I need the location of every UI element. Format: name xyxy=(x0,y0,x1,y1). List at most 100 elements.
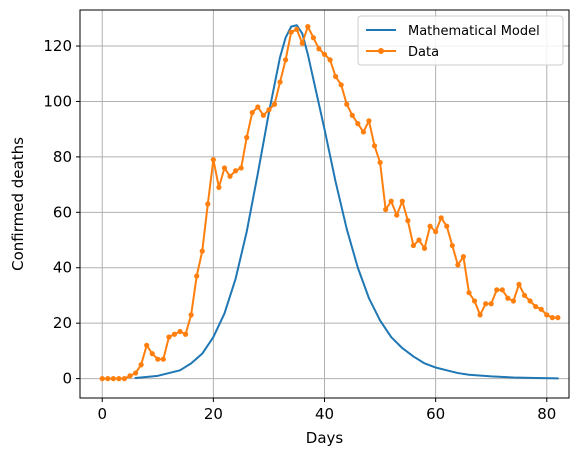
data-point xyxy=(521,292,528,299)
data-point xyxy=(449,242,455,249)
data-point xyxy=(438,215,444,221)
data-point xyxy=(249,109,255,116)
data-point xyxy=(483,301,489,307)
data-point xyxy=(305,24,311,30)
data-point xyxy=(488,301,494,307)
data-point xyxy=(416,237,422,243)
data-point xyxy=(199,248,205,254)
legend-label-data: Data xyxy=(408,45,439,60)
y-tick-label: 120 xyxy=(43,37,72,55)
data-point xyxy=(377,159,383,166)
data-point xyxy=(399,198,405,204)
data-point xyxy=(366,118,372,124)
data-point xyxy=(110,376,116,382)
x-tick-label: 40 xyxy=(315,405,334,423)
y-tick-label: 80 xyxy=(53,148,72,166)
data-point xyxy=(155,356,161,362)
data-point xyxy=(205,201,211,207)
y-tick-label: 40 xyxy=(53,259,72,277)
data-point xyxy=(421,245,428,251)
data-point xyxy=(327,57,333,63)
data-point xyxy=(316,46,322,52)
data-point xyxy=(527,298,533,304)
data-point xyxy=(505,295,511,301)
data-point xyxy=(116,376,122,382)
data-point xyxy=(310,35,316,41)
tick-layer: 0 20 40 60 80 0 20 40 60 80 100 120 xyxy=(43,37,556,423)
data-point xyxy=(216,184,222,190)
data-point xyxy=(182,331,189,337)
data-point xyxy=(410,242,417,249)
data-point xyxy=(355,121,361,127)
data-point xyxy=(277,79,283,85)
data-point xyxy=(132,370,139,376)
data-point xyxy=(194,273,200,279)
series-layer xyxy=(99,24,561,382)
data-point xyxy=(494,287,500,293)
data-point xyxy=(232,168,239,174)
data-point xyxy=(244,134,250,141)
x-axis-label: Days xyxy=(306,429,344,447)
data-point xyxy=(166,334,172,340)
data-point xyxy=(121,376,128,382)
data-point xyxy=(238,165,244,171)
data-point xyxy=(371,143,378,149)
data-point xyxy=(321,51,328,57)
data-point xyxy=(549,315,555,321)
data-point xyxy=(127,373,133,379)
data-point xyxy=(266,107,272,113)
data-point xyxy=(160,356,166,362)
data-point xyxy=(455,262,461,268)
data-point xyxy=(221,165,228,171)
series-line-mathematical-model xyxy=(134,24,559,380)
data-point xyxy=(271,101,278,107)
data-point xyxy=(477,312,483,318)
data-point xyxy=(255,104,261,110)
x-tick-label: 0 xyxy=(97,405,107,423)
data-point xyxy=(288,29,294,35)
y-tick-label: 100 xyxy=(43,92,72,110)
data-point xyxy=(471,298,478,304)
data-point xyxy=(555,315,561,321)
data-point xyxy=(444,223,450,229)
legend: Mathematical Model Data xyxy=(357,15,564,66)
data-point xyxy=(433,229,439,235)
legend-label-mathematical-model: Mathematical Model xyxy=(408,24,540,39)
data-point xyxy=(99,376,105,382)
legend-marker-data xyxy=(378,48,384,54)
y-axis-label: Confirmed deaths xyxy=(9,137,27,271)
y-tick-label: 60 xyxy=(53,203,72,221)
data-point xyxy=(360,129,366,135)
data-point xyxy=(210,157,216,163)
data-point xyxy=(188,312,194,318)
data-point xyxy=(349,112,355,118)
data-point xyxy=(227,173,233,179)
data-point xyxy=(149,351,155,357)
data-point xyxy=(499,287,505,293)
data-point xyxy=(544,312,550,318)
y-tick-label: 20 xyxy=(53,314,72,332)
data-point xyxy=(460,254,467,260)
data-point xyxy=(388,198,394,204)
data-point xyxy=(260,112,266,118)
data-point xyxy=(427,223,433,229)
data-point xyxy=(144,342,150,348)
data-point xyxy=(344,101,350,107)
data-point xyxy=(283,57,289,63)
data-point xyxy=(138,362,144,368)
data-point xyxy=(177,328,183,335)
data-point xyxy=(394,212,400,218)
x-tick-label: 80 xyxy=(537,405,556,423)
data-point xyxy=(405,218,411,224)
x-tick-label: 60 xyxy=(426,405,445,423)
data-point xyxy=(466,290,472,296)
grid-layer xyxy=(80,10,569,398)
data-point xyxy=(516,281,522,287)
data-point xyxy=(338,82,344,88)
data-point xyxy=(294,26,300,32)
y-tick-label: 0 xyxy=(62,370,72,388)
data-point xyxy=(538,306,544,312)
